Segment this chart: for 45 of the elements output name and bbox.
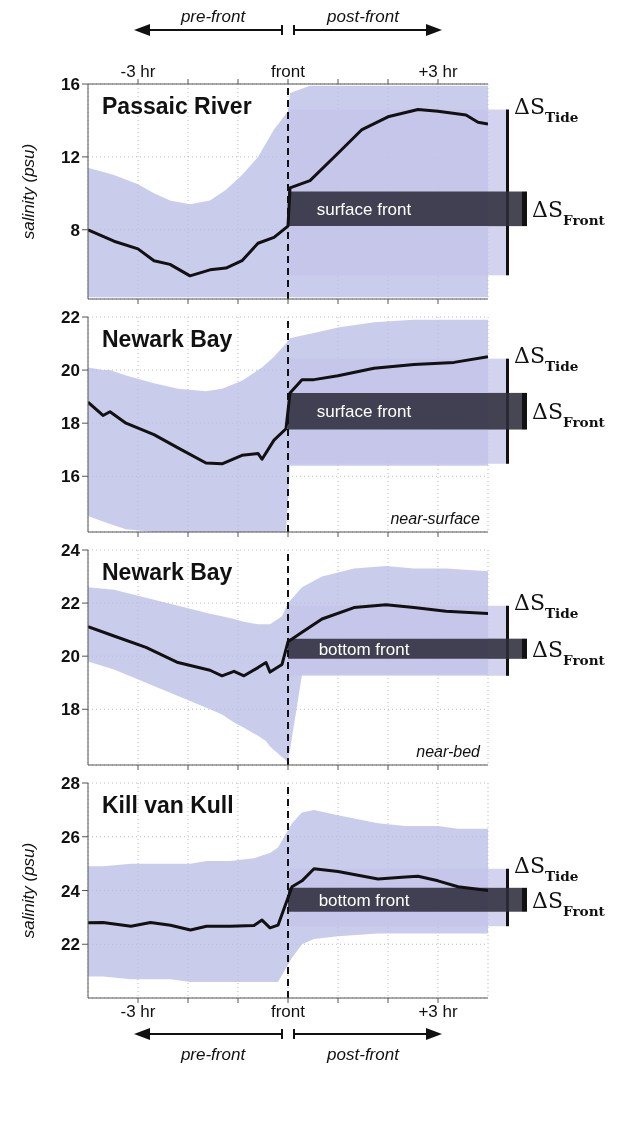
chart-title: Newark Bay [102,559,233,585]
y-axis-title: salinity (psu) [19,143,38,240]
y-tick-label: 18 [61,414,80,434]
annotation: surface front [316,402,412,422]
text: post-front [326,7,401,26]
y-tick-label: 18 [61,700,80,720]
annotation: bottom front [318,639,410,659]
band-label: ΔS$_{Front}$ [532,196,606,228]
text: pre-front [179,1045,247,1064]
y-tick-label: 20 [61,361,80,381]
x2-tick-label: +3 hr [418,62,458,81]
band-label: ΔS$_{Tide}$ [514,93,579,125]
y-tick-label: 28 [61,774,80,794]
annotation: surface front [316,199,412,219]
y-tick-label: 22 [61,935,80,955]
band-label: ΔS$_{Front}$ [532,399,606,431]
x2-tick-label: front [270,62,306,81]
y-tick-label: 8 [70,220,80,240]
y-tick-label: 22 [61,594,80,614]
y-tick-label: 20 [61,647,80,667]
band-label: ΔS$_{Tide}$ [514,589,579,621]
y-tick-label: 16 [61,467,80,487]
x2-tick-label: -3 hr [120,62,156,81]
y-tick-label: 26 [61,827,80,847]
y-tick-label: 16 [61,75,80,95]
annotation: bottom front [318,890,410,910]
band-label: ΔS$_{Front}$ [532,887,606,919]
band-label: ΔS$_{Tide}$ [514,852,579,884]
chart-title: Newark Bay [102,326,233,352]
x-tick-label: front [270,1002,306,1022]
chart-title: Passaic River [102,93,252,119]
annotation: near-surface [390,510,481,527]
band-label: ΔS$_{Front}$ [532,636,606,668]
x-tick-label: -3 hr [120,1002,156,1022]
y-tick-label: 22 [61,308,80,328]
x-tick-label: +3 hr [418,1002,458,1022]
y-tick-label: 12 [61,147,80,167]
text: post-front [326,1045,401,1064]
annotation: near-bed [416,743,482,760]
y-tick-label: 24 [61,541,81,561]
y-axis-title: salinity (psu) [19,842,38,939]
text: pre-front [179,7,247,26]
y-tick-label: 24 [61,881,81,901]
chart-title: Kill van Kull [102,792,234,818]
band-label: ΔS$_{Tide}$ [514,342,579,374]
